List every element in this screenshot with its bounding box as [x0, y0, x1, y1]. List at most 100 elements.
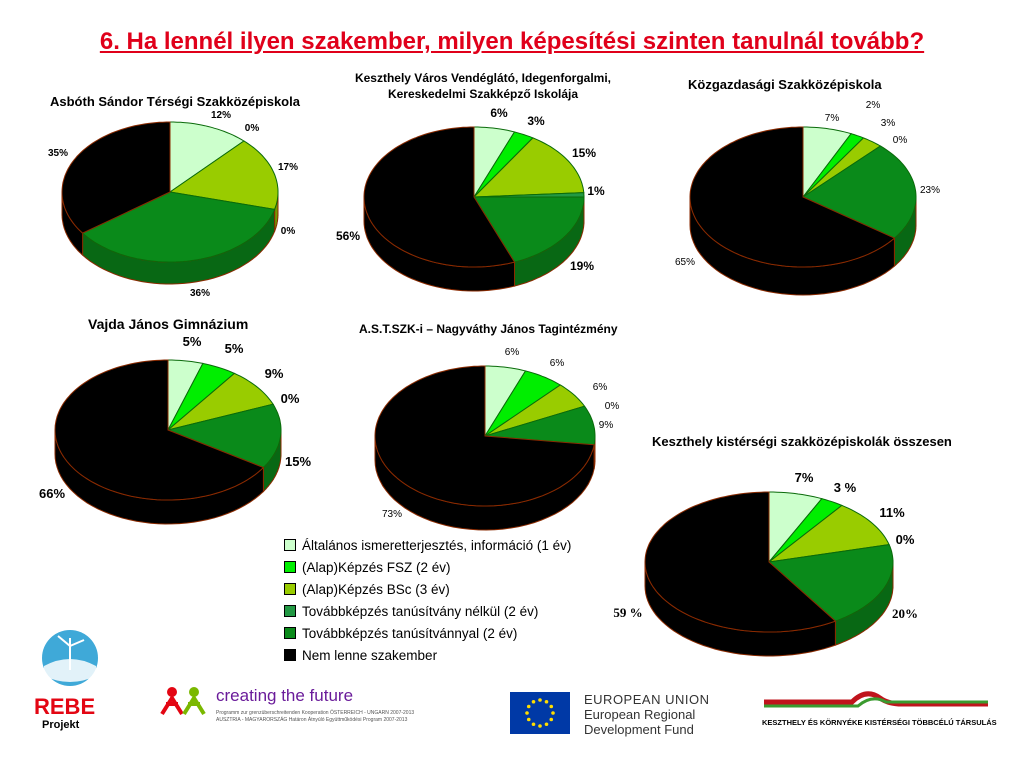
eu-star	[538, 698, 542, 702]
data-label: 3%	[881, 118, 896, 129]
legend-item: Továbbképzés tanúsítvánnyal (2 év)	[284, 622, 604, 644]
legend-item: (Alap)Képzés BSc (3 év)	[284, 578, 604, 600]
eu-star	[551, 711, 555, 715]
pie-slice	[767, 544, 894, 622]
legend-swatch	[284, 605, 296, 617]
eu-star	[526, 717, 531, 722]
keszthely-tarsulas-logo: KESZTHELY ÉS KÖRNYÉKE KISTÉRSÉGI TÖBBCÉL…	[762, 686, 997, 736]
legend-label: (Alap)Képzés FSZ (2 év)	[302, 559, 451, 575]
chart-title: Keszthely kistérségi szakközépiskolák ös…	[652, 434, 952, 449]
eu-line-1: EUROPEAN UNION	[584, 692, 710, 707]
data-label: 15%	[285, 454, 311, 469]
legend-label: Továbbképzés tanúsítvánnyal (2 év)	[302, 625, 518, 641]
legend: Általános ismeretterjesztés, információ …	[284, 534, 604, 666]
legend-swatch	[284, 583, 296, 595]
data-label: 0%	[896, 532, 915, 547]
pie-slice-side	[82, 209, 276, 285]
data-label: 11%	[879, 505, 905, 520]
chart-title: Asbóth Sándor Térségi Szakközépiskola	[50, 94, 300, 109]
legend-item: (Alap)Képzés FSZ (2 év)	[284, 556, 604, 578]
eu-star	[544, 722, 549, 727]
pie-slice	[472, 137, 585, 198]
data-label: 6%	[550, 358, 565, 369]
creating-the-future-logo: creating the future Programm zur grenzüb…	[160, 682, 480, 732]
legend-swatch	[284, 539, 296, 551]
data-label: 7%	[825, 113, 840, 124]
data-label: 1%	[587, 184, 605, 198]
data-label: 66%	[39, 486, 65, 501]
data-label: 17%	[278, 162, 298, 173]
data-label: 3 %	[834, 480, 857, 495]
ctf-subtitle-2: AUSZTRIA - MAGYARORSZÁG Határon Átnyúló …	[216, 717, 408, 723]
eu-star	[549, 704, 554, 709]
pie-slice	[473, 196, 585, 263]
pie-slice	[168, 140, 279, 210]
rebe-subtitle: Projekt	[42, 719, 80, 731]
pie-slice-side	[834, 562, 894, 646]
legend-item: Továbbképzés tanúsítvány nélkül (2 év)	[284, 600, 604, 622]
data-label: 19%	[570, 259, 594, 273]
pie-slice	[363, 126, 516, 268]
data-label: 7%	[795, 470, 814, 485]
data-label: 23%	[920, 185, 940, 196]
people-icon	[160, 687, 206, 716]
pie-slice	[768, 491, 823, 564]
chart-title: A.S.T.SZK-i – Nagyváthy János Tagintézmé…	[359, 322, 618, 336]
pie-slice-side	[363, 196, 515, 292]
legend-swatch	[284, 561, 296, 573]
legend-label: Továbbképzés tanúsítvány nélkül (2 év)	[302, 603, 539, 619]
eu-star	[525, 711, 529, 715]
pie-slice	[54, 359, 265, 501]
pie-slice	[167, 362, 236, 431]
eu-star	[538, 724, 542, 728]
data-label: 5%	[225, 341, 244, 356]
wave-icon	[764, 691, 988, 708]
pie-slice-side	[689, 196, 895, 296]
data-label: 15%	[572, 146, 596, 160]
pie-slice-side	[54, 429, 264, 525]
ctf-subtitle-1: Programm zur grenzüberschreitenden Koope…	[216, 710, 415, 716]
data-label: 6%	[505, 347, 520, 358]
legend-label: Általános ismeretterjesztés, információ …	[302, 537, 572, 553]
legend-swatch	[284, 627, 296, 639]
pie-slice	[473, 126, 516, 199]
eu-star	[549, 717, 554, 722]
page-title: 6. Ha lennél ilyen szakember, milyen kép…	[99, 28, 925, 55]
pie-slice-side	[262, 430, 282, 493]
pie-slice	[484, 405, 596, 446]
legend-item: Nem lenne szakember	[284, 644, 604, 666]
chart-title: Keszthely Város Vendéglátó, Idegenforgal…	[354, 71, 612, 101]
pie-slice	[801, 145, 917, 239]
pie-slice	[169, 121, 245, 193]
eu-logo: EUROPEAN UNION European Regional Develop…	[510, 692, 710, 738]
eu-star	[526, 704, 531, 709]
legend-label: (Alap)Képzés BSc (3 év)	[302, 581, 450, 597]
data-label: 0%	[281, 226, 296, 237]
pie-slice	[768, 498, 843, 563]
data-label: 65%	[675, 257, 695, 268]
rebe-logo: REBE Projekt	[30, 626, 110, 736]
pie-slice-side	[274, 192, 279, 232]
legend-swatch	[284, 649, 296, 661]
chart-title: Vajda János Gimnázium	[88, 316, 249, 332]
data-label: 6%	[490, 106, 508, 120]
data-label: 36%	[190, 288, 210, 299]
eu-line-3: Development Fund	[584, 722, 694, 737]
data-label: 2%	[866, 100, 881, 111]
data-label: 9%	[265, 366, 284, 381]
data-label: 73%	[382, 509, 402, 520]
rebe-title: REBE	[34, 694, 96, 719]
pie-slice	[61, 121, 171, 234]
data-label: 0%	[893, 135, 908, 146]
pie-slice	[473, 131, 534, 198]
pie-slice	[689, 126, 896, 268]
pie-slice	[802, 133, 865, 198]
data-label: 0%	[281, 391, 300, 406]
pie-slice	[484, 365, 527, 438]
ctf-title: creating the future	[216, 686, 354, 705]
eu-line-2: European Regional	[584, 707, 696, 722]
data-label: 59 %	[613, 605, 642, 620]
eu-flag-icon	[510, 692, 570, 734]
eu-star	[531, 722, 536, 727]
data-label: 3%	[527, 114, 545, 128]
